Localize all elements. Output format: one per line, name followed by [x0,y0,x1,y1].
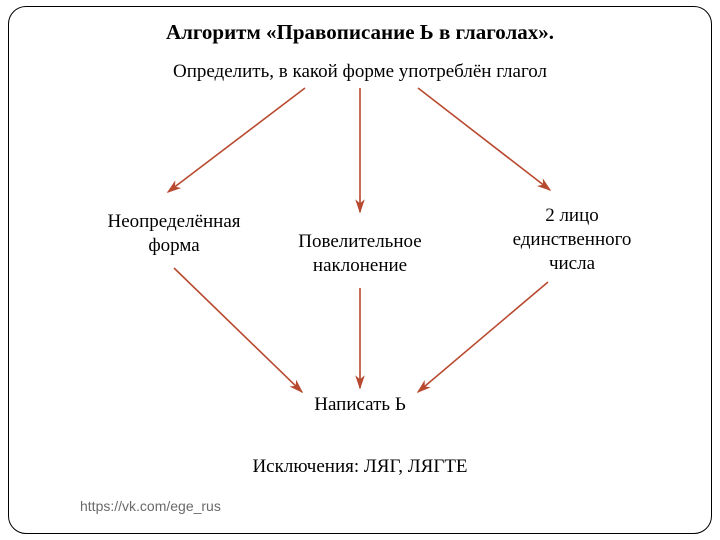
node-left: Неопределённаяформа [94,210,254,258]
node-mid: Повелительноенаклонение [280,230,440,278]
node-right: 2 лицоединственногочисла [496,204,648,275]
node-excl: Исключения: ЛЯГ, ЛЯГТЕ [160,455,560,479]
diagram-title: Алгоритм «Правописание Ь в глаголах». [0,20,720,45]
node-root: Определить, в какой форме употреблён гла… [120,60,600,84]
node-result: Написать Ь [280,393,440,417]
footer-link: https://vk.com/ege_rus [80,498,221,514]
